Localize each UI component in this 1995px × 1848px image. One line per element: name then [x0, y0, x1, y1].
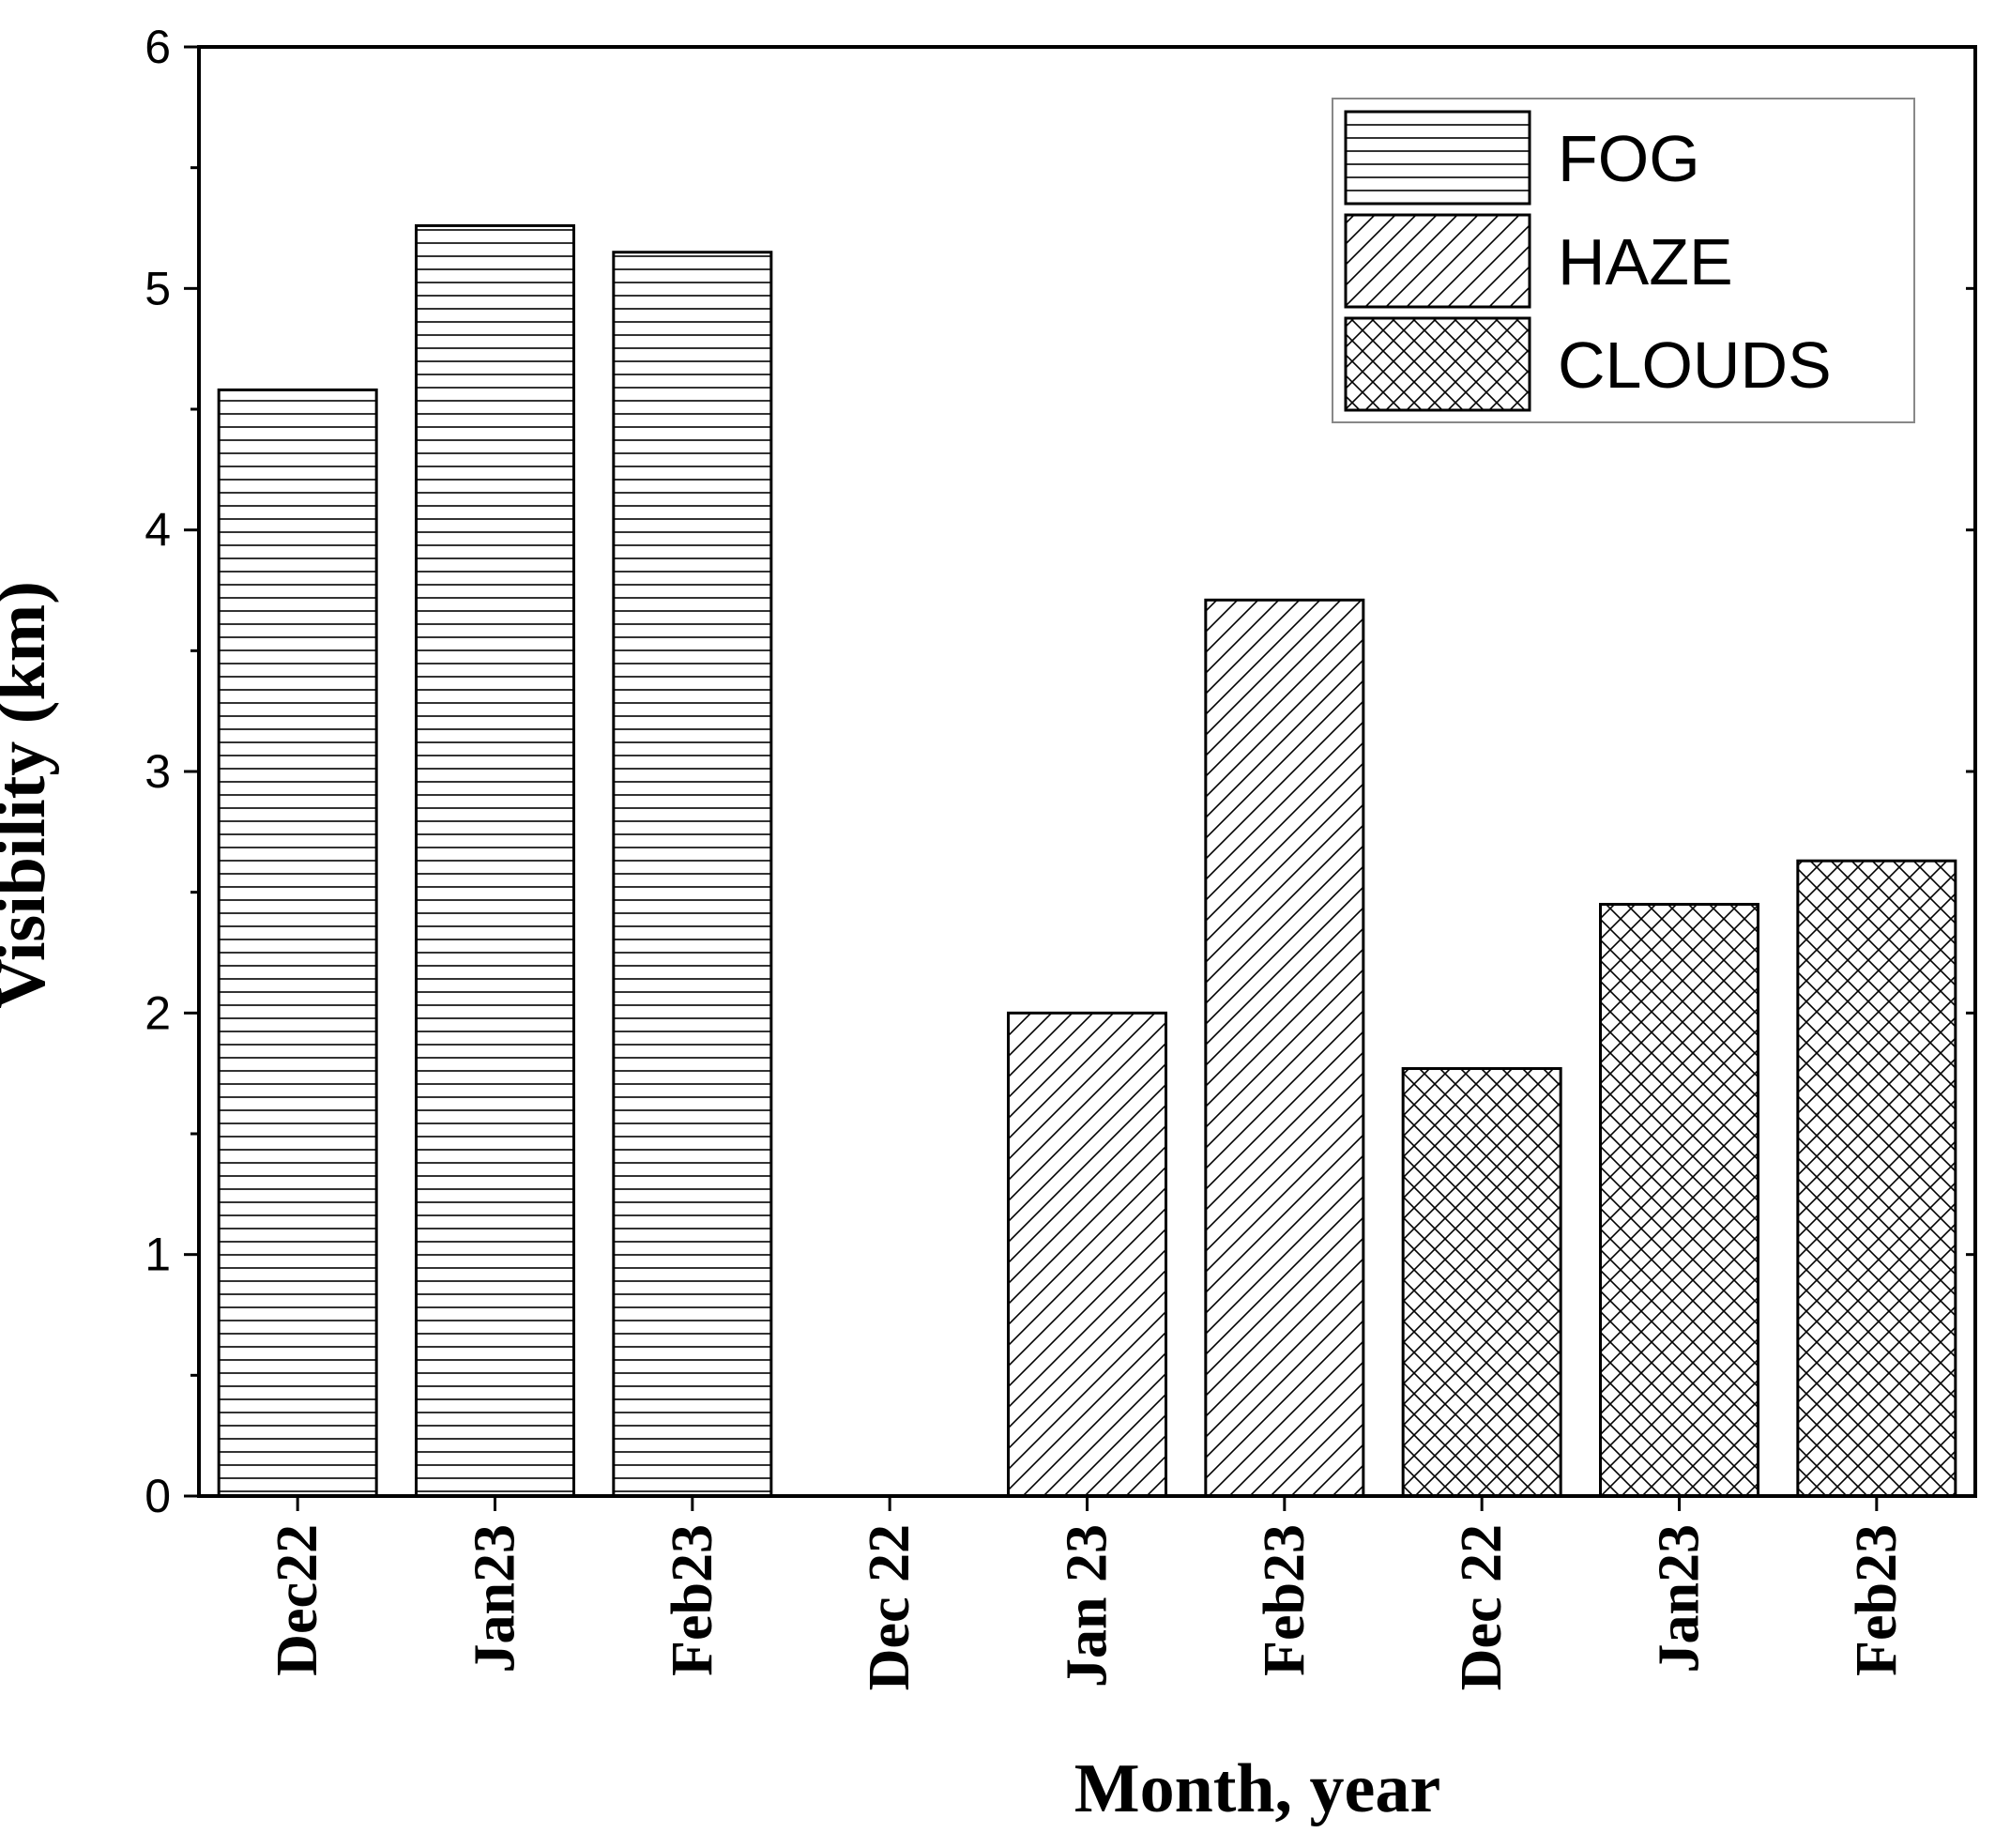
- x-tick-label: Jan23: [1648, 1524, 1712, 1672]
- bar-clouds-6: [1401, 1067, 1562, 1498]
- bar-fog-0: [217, 388, 378, 1498]
- x-tick-label: Feb23: [661, 1524, 724, 1676]
- y-tick-label: 3: [145, 745, 171, 798]
- legend-label-clouds: CLOUDS: [1558, 328, 1832, 402]
- x-tick-label: Jan23: [464, 1524, 527, 1672]
- bars-group: [217, 223, 1957, 1498]
- y-tick-label: 5: [145, 262, 171, 314]
- x-tick-label: Dec22: [266, 1524, 329, 1676]
- bar-clouds-7: [1599, 903, 1759, 1498]
- y-tick-label: 2: [145, 986, 171, 1039]
- bar-haze-5: [1204, 598, 1365, 1498]
- legend-swatch-clouds: [1344, 316, 1531, 412]
- legend: FOG HAZE CLOUDS: [1332, 98, 1915, 423]
- y-axis-title: Visibility (km): [0, 581, 60, 1009]
- x-tick-label: Jan 23: [1056, 1524, 1119, 1688]
- legend-swatch-fog: [1344, 110, 1531, 206]
- x-tick-label: Feb23: [1253, 1524, 1317, 1676]
- bar-fog-2: [612, 251, 773, 1498]
- y-tick-label: 6: [145, 21, 171, 73]
- x-tick-label: Dec 22: [1450, 1524, 1514, 1690]
- bar-haze-4: [1007, 1011, 1167, 1498]
- x-tick-label: Dec 22: [858, 1524, 921, 1690]
- x-axis-title: Month, year: [1074, 1750, 1441, 1827]
- legend-swatch-haze: [1344, 213, 1531, 309]
- bar-clouds-8: [1796, 859, 1957, 1498]
- y-tick-label: 1: [145, 1229, 171, 1281]
- y-axis: 0 1 2 3 4 5 6: [145, 21, 1975, 1522]
- x-tick-label: Feb23: [1845, 1524, 1909, 1676]
- y-tick-label: 4: [145, 504, 171, 557]
- bar-fog-1: [415, 223, 575, 1498]
- legend-label-haze: HAZE: [1558, 225, 1733, 298]
- x-axis: Dec22 Jan23 Feb23 Dec 22 Jan 23 Feb23 Dec 22 Ja…: [266, 1496, 1909, 1690]
- legend-label-fog: FOG: [1558, 122, 1700, 195]
- y-tick-label: 0: [145, 1470, 171, 1522]
